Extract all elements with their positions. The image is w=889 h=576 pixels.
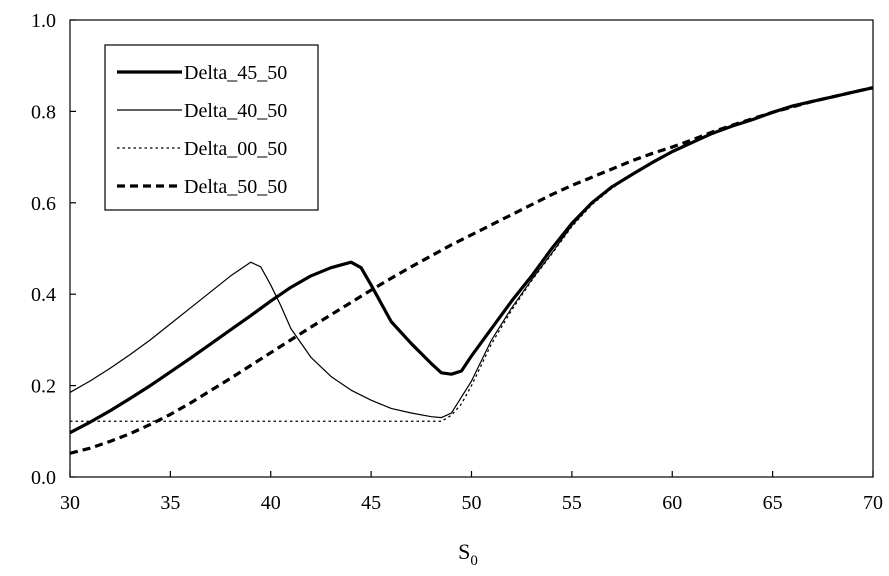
legend: Delta_45_50 Delta_40_50 Delta_00_50 Delta_5… [104, 44, 319, 211]
x-tick-label: 60 [662, 492, 682, 514]
x-tick-label: 55 [562, 492, 582, 514]
y-tick-label: 1.0 [31, 10, 56, 32]
series-line-delta-00-50 [70, 87, 874, 422]
x-axis-label-subscript: 0 [470, 553, 478, 569]
x-axis-label-text: S [458, 539, 470, 564]
series-line-delta-50-50 [69, 86, 874, 455]
y-tick-label: 0.8 [31, 101, 56, 123]
x-axis-label: S0 [458, 539, 478, 569]
x-tick-label: 30 [60, 492, 80, 514]
x-tick-label: 50 [462, 492, 482, 514]
y-tick-label: 0.6 [31, 193, 56, 215]
x-tick-label: 65 [763, 492, 783, 514]
x-tick-label: 40 [261, 492, 281, 514]
y-tick-label: 0.0 [31, 467, 56, 489]
legend-label: Delta_50_50 [184, 176, 287, 198]
legend-label: Delta_45_50 [184, 62, 287, 84]
x-tick-label: 35 [160, 492, 180, 514]
x-tick-label: 45 [361, 492, 381, 514]
y-tick-label: 0.2 [31, 376, 56, 398]
x-tick-label: 70 [863, 492, 883, 514]
legend-label: Delta_40_50 [184, 100, 287, 122]
y-tick-label: 0.4 [31, 284, 56, 306]
plot-area [69, 86, 874, 455]
axes: 0.0 0.2 0.4 0.6 0.8 1.0 30 35 40 45 50 55 60 65 70 [31, 10, 883, 514]
legend-label: Delta_00_50 [184, 138, 287, 160]
series-line-delta-40-50 [69, 87, 874, 419]
